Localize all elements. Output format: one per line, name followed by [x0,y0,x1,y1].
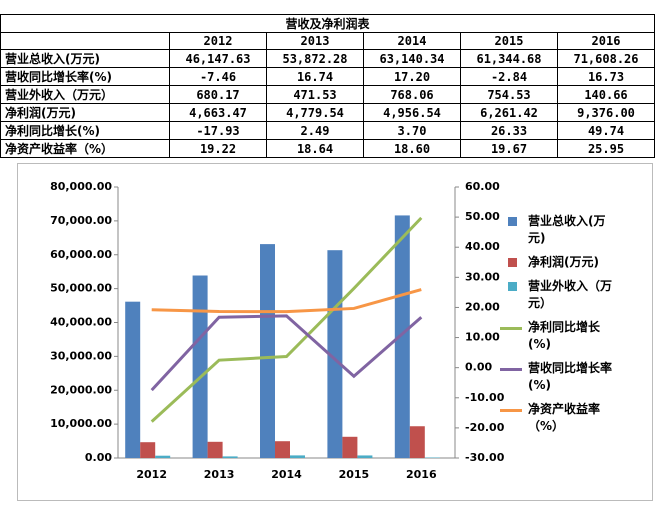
y-tick-label: 40,000.00 [50,316,112,329]
bar [125,301,141,458]
bar [222,456,238,458]
bar [342,436,358,458]
legend-label: 净利同比增长(%) [528,320,601,351]
table-cell: 4,779.54 [266,103,364,122]
bar [409,426,425,458]
table-cell: 18.64 [266,139,364,158]
table-row: 净资产收益率（%） 19.22 18.64 18.60 19.67 25.95 [0,139,655,158]
legend-swatch [500,409,522,412]
y-tick-label: 80,000.00 [50,180,112,193]
y-tick-label: 20,000.00 [50,383,112,396]
y2-tick-label: 30.00 [465,270,500,283]
row-label: 营业总收入(万元) [0,49,170,68]
legend-swatch [508,217,517,226]
legend-item: 净资产收益率（%） [500,401,620,435]
y-tick-label: 50,000.00 [50,282,112,295]
summary-table: 营收及净利润表 2012 2013 2014 2015 2016 营业总收入(万元) 46,1… [0,14,655,158]
y2-tick-label: 20.00 [465,300,500,313]
legend-label: 营业总收入(万元) [528,214,606,245]
y2-tick-label: 0.00 [465,361,492,374]
table-cell: 25.95 [557,139,655,158]
legend: 营业总收入(万元) 净利润(万元) 营业外收入（万元） 净利同比增长(%) 营收同比增长… [500,213,620,442]
table-cell: 4,663.47 [169,103,267,122]
y-tick-label: 30,000.00 [50,349,112,362]
legend-swatch [508,282,517,291]
bar [192,275,208,458]
table-cell: 71,608.26 [557,49,655,68]
table-row: 营业外收入（万元） 680.17 471.53 768.06 754.53 140.66 [0,85,655,104]
table-cell: 768.06 [363,85,461,104]
line-series [150,216,423,423]
bar [260,244,275,458]
table-cell: 49.74 [557,121,655,140]
table-cell: 3.70 [363,121,461,140]
y2-tick-label: 60.00 [465,180,500,193]
y2-tick-label: 10.00 [465,331,500,344]
table-row: 营收同比增长率(%) -7.46 16.74 17.20 -2.84 16.73 [0,67,655,86]
legend-swatch [508,258,517,267]
y-tick-label: 70,000.00 [50,214,112,227]
row-label: 净资产收益率（%） [0,139,170,158]
legend-label: 营收同比增长率(%) [528,361,613,392]
legend-swatch [500,368,522,371]
y-tick-label: 60,000.00 [50,248,112,261]
legend-item: 营业外收入（万元） [500,278,620,312]
table-cell: 4,956.54 [363,103,461,122]
x-tick-label: 2013 [204,468,235,481]
y-tick-label: 0.00 [85,451,112,464]
y2-tick-label: -20.00 [465,421,505,434]
table-cell: 19.22 [169,139,267,158]
bar [357,455,373,458]
chart-frame [17,163,653,501]
bar [394,215,410,458]
line-series [151,288,422,314]
legend-item: 净利同比增长(%) [500,319,620,353]
bar [155,455,171,458]
table-cell: 471.53 [266,85,364,104]
table-row: 净利润(万元) 4,663.47 4,779.54 4,956.54 6,261.42 9… [0,103,655,122]
legend-item: 营收同比增长率(%) [500,360,620,394]
table-cell: 9,376.00 [557,103,655,122]
y2-tick-label: 40.00 [465,240,500,253]
x-tick-label: 2015 [339,468,370,481]
x-tick-label: 2014 [271,468,302,481]
table-cell: 680.17 [169,85,267,104]
legend-label: 净资产收益率（%） [528,402,601,433]
bar [275,441,290,458]
table-header-row: 2012 2013 2014 2015 2016 [0,32,655,50]
bar [290,455,305,458]
x-tick-label: 2016 [406,468,437,481]
table-cell: 140.66 [557,85,655,104]
legend-item: 净利润(万元) [500,254,620,271]
y-tick-label: 10,000.00 [50,417,112,430]
y2-tick-label: -30.00 [465,451,505,464]
table-cell: -2.84 [460,67,558,86]
legend-label: 净利润(万元) [528,255,599,269]
legend-label: 营业外收入（万元） [528,279,613,310]
table-header-cell: 2015 [460,32,558,50]
y2-tick-label: -10.00 [465,391,505,404]
legend-swatch [500,327,522,330]
line-series [150,314,423,392]
bar [140,442,156,458]
x-tick-label: 2012 [136,468,167,481]
bar [207,441,223,458]
y2-tick-label: 50.00 [465,210,500,223]
legend-item: 营业总收入(万元) [500,213,620,247]
